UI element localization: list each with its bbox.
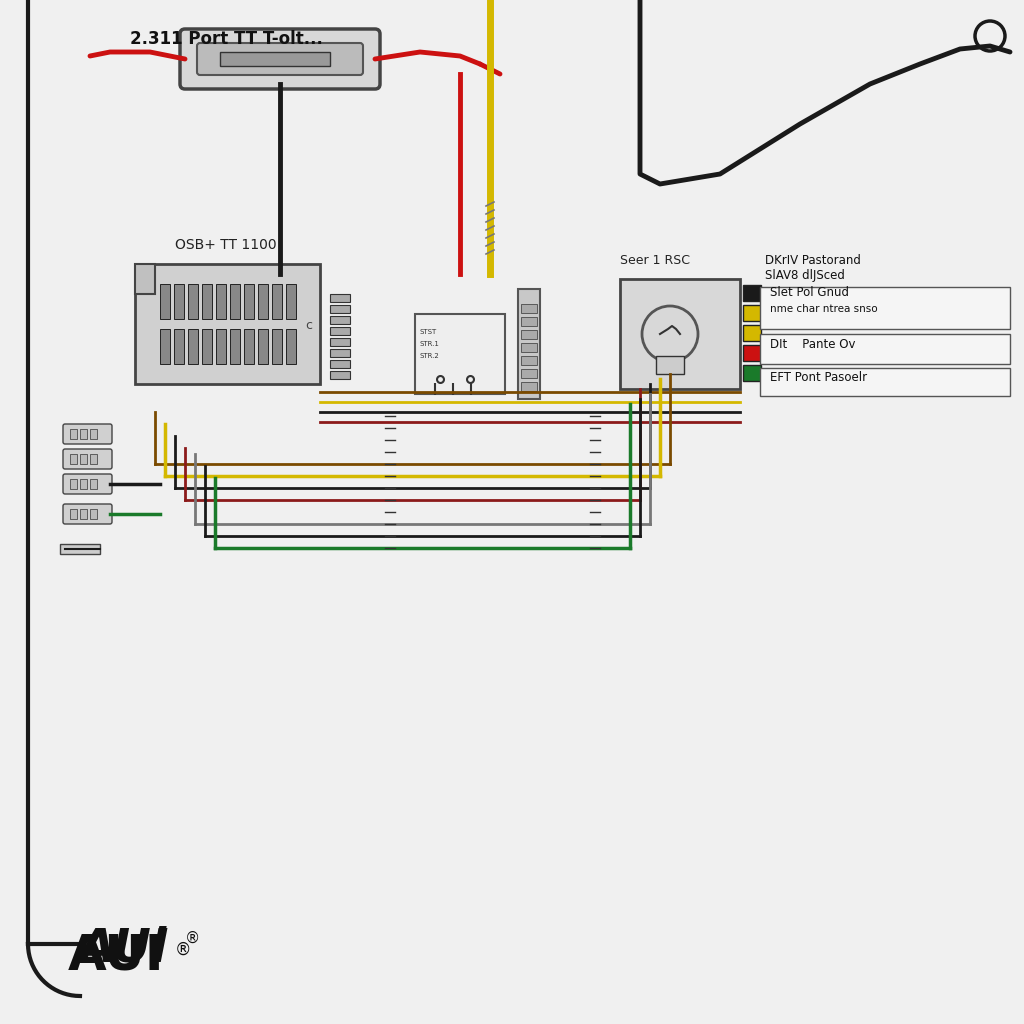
Bar	[258, 329, 268, 364]
Text: ®: ®	[185, 931, 201, 945]
Bar	[521, 356, 537, 365]
FancyBboxPatch shape	[63, 474, 112, 494]
Text: OSB+ TT 1100: OSB+ TT 1100	[175, 238, 276, 252]
Bar	[230, 284, 240, 319]
Bar	[743, 345, 761, 361]
Bar	[521, 369, 537, 378]
Bar	[330, 294, 350, 302]
Text: SlAV8 dlJSced: SlAV8 dlJSced	[765, 269, 845, 282]
Bar	[160, 329, 170, 364]
Bar	[620, 279, 740, 389]
Bar	[330, 349, 350, 357]
Text: STR.2: STR.2	[420, 353, 439, 359]
Bar	[760, 368, 1010, 396]
Bar	[70, 509, 77, 519]
Bar	[216, 284, 226, 319]
Bar	[743, 365, 761, 381]
Text: AUI: AUI	[68, 932, 165, 980]
Bar	[220, 52, 330, 66]
Bar	[521, 382, 537, 391]
Bar	[272, 329, 282, 364]
Text: STST: STST	[420, 329, 437, 335]
Bar	[202, 284, 212, 319]
Bar	[202, 329, 212, 364]
Bar	[174, 284, 184, 319]
Bar	[743, 285, 761, 301]
Bar	[80, 509, 87, 519]
Bar	[760, 334, 1010, 364]
Bar	[80, 429, 87, 439]
Bar	[521, 343, 537, 352]
Bar	[272, 284, 282, 319]
FancyBboxPatch shape	[197, 43, 362, 75]
Bar	[286, 329, 296, 364]
FancyBboxPatch shape	[63, 504, 112, 524]
Bar	[60, 544, 100, 554]
Bar	[244, 329, 254, 364]
Bar	[188, 329, 198, 364]
Bar	[174, 329, 184, 364]
Text: Seer 1 RSC: Seer 1 RSC	[620, 254, 690, 267]
Bar	[518, 289, 540, 399]
Text: Slet Pol Gnud: Slet Pol Gnud	[770, 286, 849, 299]
Bar	[743, 305, 761, 321]
Bar	[330, 371, 350, 379]
Bar	[521, 304, 537, 313]
Bar	[188, 284, 198, 319]
Bar	[70, 479, 77, 489]
Text: 2.311 Port TT T-olt...: 2.311 Port TT T-olt...	[130, 30, 323, 48]
Bar	[90, 509, 97, 519]
Bar	[521, 317, 537, 326]
Bar	[521, 330, 537, 339]
Bar	[286, 284, 296, 319]
Bar	[656, 356, 684, 374]
Text: DIt    Pante Ov: DIt Pante Ov	[770, 338, 855, 351]
FancyBboxPatch shape	[63, 424, 112, 444]
Bar	[244, 284, 254, 319]
Bar	[70, 429, 77, 439]
Bar	[90, 479, 97, 489]
Bar	[90, 454, 97, 464]
Bar	[135, 264, 319, 384]
Bar	[135, 264, 155, 294]
Bar	[743, 325, 761, 341]
Bar	[330, 360, 350, 368]
Text: c: c	[305, 319, 312, 332]
Bar	[330, 316, 350, 324]
Bar	[230, 329, 240, 364]
Text: I: I	[152, 925, 167, 963]
Bar	[330, 338, 350, 346]
FancyBboxPatch shape	[180, 29, 380, 89]
Bar	[258, 284, 268, 319]
Text: AUI: AUI	[78, 927, 169, 972]
Bar	[415, 314, 505, 394]
Bar	[330, 327, 350, 335]
Text: ®: ®	[175, 941, 191, 959]
Bar	[216, 329, 226, 364]
Bar	[330, 305, 350, 313]
Text: DKrIV Pastorand: DKrIV Pastorand	[765, 254, 861, 267]
Text: nme char ntrea snso: nme char ntrea snso	[770, 304, 878, 314]
Bar	[90, 429, 97, 439]
Bar	[80, 479, 87, 489]
Bar	[760, 287, 1010, 329]
Bar	[80, 454, 87, 464]
FancyBboxPatch shape	[63, 449, 112, 469]
Bar	[160, 284, 170, 319]
Text: EFT Pont Pasoelr: EFT Pont Pasoelr	[770, 371, 867, 384]
Text: STR.1: STR.1	[420, 341, 440, 347]
Bar	[70, 454, 77, 464]
